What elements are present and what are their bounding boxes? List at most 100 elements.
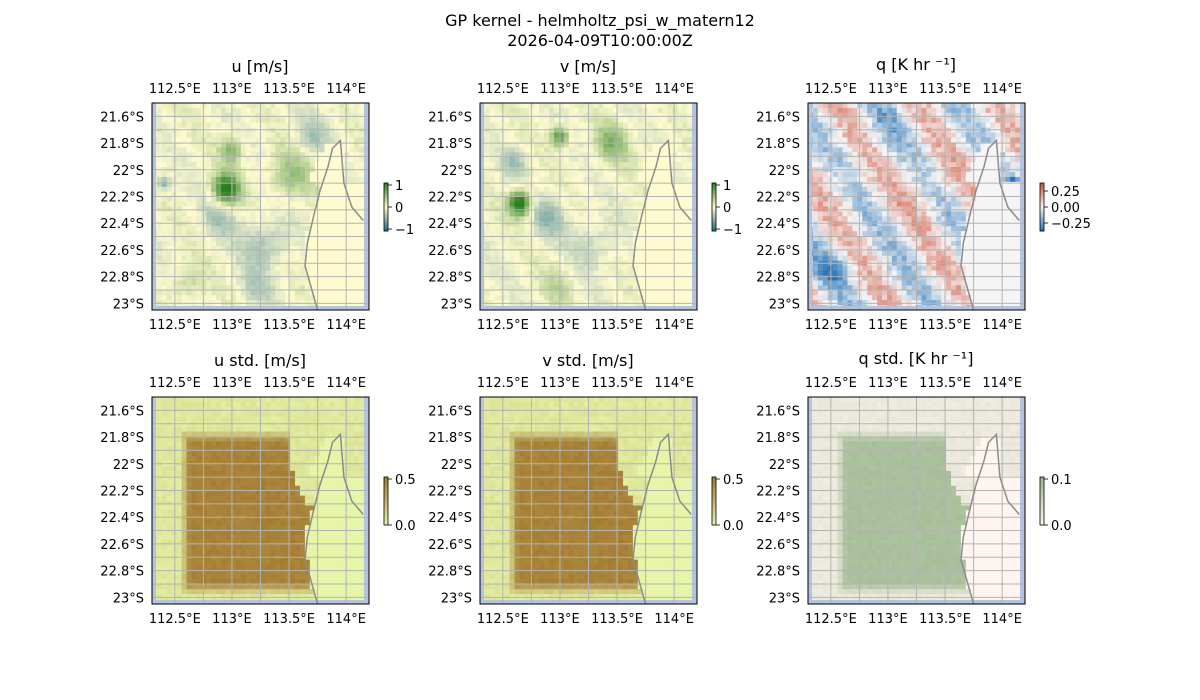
- heatmap-cell: [662, 147, 668, 153]
- heatmap-cell: [662, 270, 668, 276]
- heatmap-cell: [484, 206, 491, 212]
- heatmap-cell: [657, 231, 663, 237]
- heatmap-cell: [544, 122, 550, 129]
- heatmap-cell: [558, 295, 565, 301]
- heatmap-cell: [623, 221, 629, 227]
- heatmap-cell: [176, 191, 182, 198]
- heatmap-cell: [847, 216, 853, 222]
- heatmap-cell: [867, 127, 873, 133]
- heatmap-cell: [309, 191, 316, 198]
- heatmap-cell: [334, 221, 340, 227]
- heatmap-cell: [156, 181, 163, 188]
- heatmap-cell: [896, 137, 903, 143]
- heatmap-cell: [319, 127, 326, 133]
- heatmap-cell: [534, 127, 540, 133]
- heatmap-cell: [484, 142, 491, 148]
- heatmap-cell: [304, 103, 311, 109]
- heatmap-cell: [225, 176, 232, 183]
- heatmap-cell: [1015, 206, 1021, 212]
- heatmap-cell: [842, 142, 848, 148]
- heatmap-cell: [211, 107, 217, 114]
- heatmap-cell: [891, 127, 898, 133]
- heatmap-cell: [529, 132, 535, 138]
- heatmap-cell: [672, 142, 678, 148]
- heatmap-cell: [588, 157, 594, 163]
- heatmap-cell: [176, 241, 182, 247]
- heatmap-cell: [951, 122, 957, 129]
- heatmap-cell: [245, 117, 252, 124]
- heatmap-cell: [578, 275, 584, 281]
- heatmap-cell: [901, 157, 908, 163]
- heatmap-cell: [931, 196, 937, 202]
- heatmap-cell: [280, 132, 286, 138]
- heatmap-cell: [627, 107, 634, 114]
- heatmap-cell: [877, 201, 883, 207]
- heatmap-cell: [250, 107, 256, 114]
- heatmap-cell: [196, 147, 202, 153]
- heatmap-cell: [623, 172, 629, 178]
- heatmap-cell: [260, 152, 266, 158]
- heatmap-cell: [240, 270, 247, 276]
- heatmap-cell: [504, 290, 510, 296]
- heatmap-cell: [896, 172, 903, 178]
- heatmap-cell: [995, 181, 1001, 188]
- heatmap-cell: [598, 132, 604, 138]
- heatmap-cell: [578, 221, 584, 227]
- heatmap-cell: [965, 112, 972, 119]
- heatmap-cell: [896, 221, 903, 227]
- heatmap-cell: [299, 216, 306, 222]
- heatmap-cell: [593, 280, 599, 286]
- heatmap-cell: [598, 231, 604, 237]
- heatmap-cell: [225, 265, 232, 271]
- heatmap-cell: [344, 241, 350, 247]
- heatmap-cell: [916, 152, 922, 158]
- heatmap-cell: [295, 186, 301, 193]
- heatmap-cell: [334, 245, 340, 252]
- heatmap-cell: [926, 211, 932, 217]
- heatmap-cell: [240, 107, 247, 114]
- heatmap-cell: [618, 117, 624, 124]
- heatmap-cell: [329, 290, 335, 296]
- heatmap-cell: [324, 107, 330, 114]
- heatmap-cell: [161, 142, 168, 148]
- colorbar-segment: [712, 189, 716, 192]
- heatmap-cell: [598, 255, 604, 262]
- heatmap-cell: [832, 162, 838, 168]
- heatmap-cell: [623, 157, 629, 163]
- heatmap-cell: [504, 117, 510, 124]
- heatmap-cell: [632, 132, 639, 138]
- heatmap-cell: [206, 236, 212, 242]
- heatmap-cell: [672, 107, 678, 114]
- heatmap-cell: [667, 216, 673, 222]
- heatmap-cell: [544, 300, 550, 306]
- heatmap-cell: [672, 162, 678, 168]
- heatmap-cell: [186, 255, 192, 262]
- heatmap-cell: [309, 127, 316, 133]
- heatmap-cell: [1000, 172, 1006, 178]
- heatmap-cell: [652, 300, 658, 306]
- heatmap-cell: [926, 191, 932, 198]
- heatmap-cell: [349, 181, 355, 188]
- heatmap-cell: [662, 206, 668, 212]
- heatmap-cell: [494, 152, 501, 158]
- heatmap-cell: [230, 162, 237, 168]
- heatmap-cell: [319, 290, 326, 296]
- heatmap-cell: [211, 176, 217, 183]
- heatmap-cell: [608, 152, 614, 158]
- heatmap-cell: [344, 285, 350, 291]
- heatmap-cell: [558, 300, 565, 306]
- heatmap-cell: [270, 231, 276, 237]
- heatmap-cell: [349, 147, 355, 153]
- heatmap-cell: [359, 221, 365, 227]
- heatmap-cell: [687, 236, 693, 242]
- colorbar-segment: [384, 209, 388, 212]
- heatmap-cell: [181, 196, 187, 202]
- heatmap-cell: [608, 137, 614, 143]
- heatmap-cell: [857, 216, 863, 222]
- heatmap-cell: [613, 216, 619, 222]
- heatmap-cell: [494, 226, 501, 232]
- heatmap-cell: [186, 107, 192, 114]
- heatmap-cell: [603, 250, 609, 257]
- heatmap-cell: [980, 181, 986, 188]
- heatmap-cell: [1015, 191, 1021, 198]
